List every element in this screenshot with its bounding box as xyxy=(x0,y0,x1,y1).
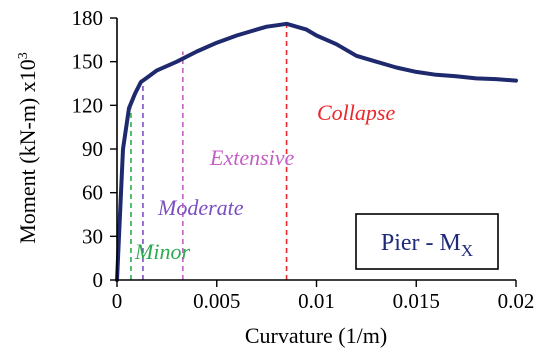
y-tick-label: 0 xyxy=(93,268,104,292)
y-axis-title-superscript: 3 xyxy=(16,52,31,59)
y-tick-label: 90 xyxy=(82,137,103,161)
y-tick-label: 180 xyxy=(72,6,104,30)
damage-label-extensive: Extensive xyxy=(209,145,295,170)
x-tick-label: 0.02 xyxy=(498,289,535,313)
damage-label-minor: Minor xyxy=(134,239,190,264)
y-tick-label: 120 xyxy=(72,93,104,117)
series-line-0 xyxy=(115,21,518,282)
y-tick-label: 60 xyxy=(82,181,103,205)
x-tick-label: 0.01 xyxy=(298,289,335,313)
legend-subscript: X xyxy=(461,241,473,260)
damage-label-moderate: Moderate xyxy=(157,195,244,220)
x-tick-label: 0.005 xyxy=(193,289,240,313)
x-axis-title: Curvature (1/m) xyxy=(245,323,387,348)
x-tick-label: 0.015 xyxy=(393,289,440,313)
y-axis-title: Moment (kN-m) x103 xyxy=(15,52,40,244)
legend-label: Pier - M xyxy=(381,230,461,256)
y-tick-label: 30 xyxy=(82,224,103,248)
y-tick-label: 150 xyxy=(72,50,104,74)
x-tick-label: 0 xyxy=(112,289,123,313)
legend-box: Pier - MX xyxy=(355,213,499,270)
damage-label-collapse: Collapse xyxy=(317,100,395,125)
svg-text:Pier - MX: Pier - MX xyxy=(381,230,473,260)
y-axis-title-main: Moment (kN-m) x10 xyxy=(15,59,40,244)
